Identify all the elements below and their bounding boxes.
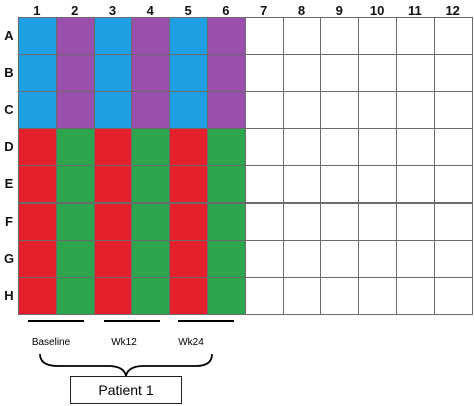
row-label-B: B xyxy=(4,65,14,81)
column-label-8: 8 xyxy=(297,3,306,18)
baseline-bar xyxy=(28,320,84,322)
column-label-12: 12 xyxy=(445,3,460,18)
column-label-4: 4 xyxy=(146,3,154,18)
column-label-10: 10 xyxy=(369,3,385,18)
well-A7 xyxy=(244,17,284,56)
well-C6 xyxy=(207,91,246,130)
well-C5 xyxy=(169,91,208,130)
well-F3 xyxy=(93,202,133,241)
well-A12 xyxy=(433,17,473,56)
well-H4 xyxy=(131,276,171,315)
well-E8 xyxy=(282,165,322,204)
well-B3 xyxy=(93,54,133,93)
well-G3 xyxy=(93,239,133,278)
well-C12 xyxy=(433,91,473,130)
well-E6 xyxy=(207,165,246,204)
column-label-3: 3 xyxy=(108,3,117,18)
well-E12 xyxy=(433,165,473,204)
well-H2 xyxy=(55,276,95,315)
well-B10 xyxy=(358,54,397,93)
baseline-label: Baseline xyxy=(31,337,71,348)
well-H5 xyxy=(169,276,208,315)
well-A6 xyxy=(207,17,246,56)
row-label-G: G xyxy=(3,250,15,266)
well-H10 xyxy=(358,276,397,315)
well-A4 xyxy=(131,17,171,56)
well-D6 xyxy=(207,128,246,167)
well-D8 xyxy=(282,128,322,167)
well-G12 xyxy=(433,239,473,278)
well-G8 xyxy=(282,239,322,278)
well-E2 xyxy=(55,165,95,204)
well-F2 xyxy=(55,202,95,241)
row-label-H: H xyxy=(4,287,14,303)
well-H12 xyxy=(433,276,473,315)
column-label-2: 2 xyxy=(71,3,79,18)
well-B2 xyxy=(55,54,95,93)
column-label-9: 9 xyxy=(335,3,343,18)
well-E3 xyxy=(93,165,133,204)
row-label-E: E xyxy=(4,176,14,192)
column-label-5: 5 xyxy=(184,3,192,18)
patient-label-box: Patient 1 xyxy=(70,376,182,404)
well-A1 xyxy=(18,17,57,56)
row-label-C: C xyxy=(4,102,14,118)
well-G6 xyxy=(207,239,246,278)
column-label-1: 1 xyxy=(33,3,41,18)
well-B12 xyxy=(433,54,473,93)
well-H1 xyxy=(18,276,57,315)
well-E4 xyxy=(131,165,171,204)
well-F5 xyxy=(169,202,208,241)
well-H6 xyxy=(207,276,246,315)
well-D7 xyxy=(244,128,284,167)
row-label-F: F xyxy=(5,213,13,229)
well-D2 xyxy=(55,128,95,167)
well-E7 xyxy=(244,165,284,204)
well-A2 xyxy=(55,17,95,56)
well-D3 xyxy=(93,128,133,167)
well-F1 xyxy=(18,202,57,241)
well-H9 xyxy=(320,276,360,315)
row-label-A: A xyxy=(4,28,14,43)
row-label-D: D xyxy=(4,139,14,155)
well-H11 xyxy=(396,276,435,315)
column-label-7: 7 xyxy=(260,3,268,18)
wk12-label: Wk12 xyxy=(111,337,137,348)
well-D10 xyxy=(358,128,397,167)
well-D1 xyxy=(18,128,57,167)
well-E5 xyxy=(169,165,208,204)
wk12-bar xyxy=(104,320,160,322)
well-E9 xyxy=(320,165,360,204)
well-A9 xyxy=(320,17,360,56)
well-B1 xyxy=(18,54,57,93)
wk24-label: Wk24 xyxy=(178,337,204,348)
wk24-bar xyxy=(178,320,234,322)
well-B8 xyxy=(282,54,322,93)
well-E10 xyxy=(358,165,397,204)
well-A5 xyxy=(169,17,208,56)
column-label-11: 11 xyxy=(408,3,422,18)
column-label-6: 6 xyxy=(222,3,230,18)
well-F7 xyxy=(244,202,284,241)
well-C7 xyxy=(244,91,284,130)
well-B9 xyxy=(320,54,360,93)
